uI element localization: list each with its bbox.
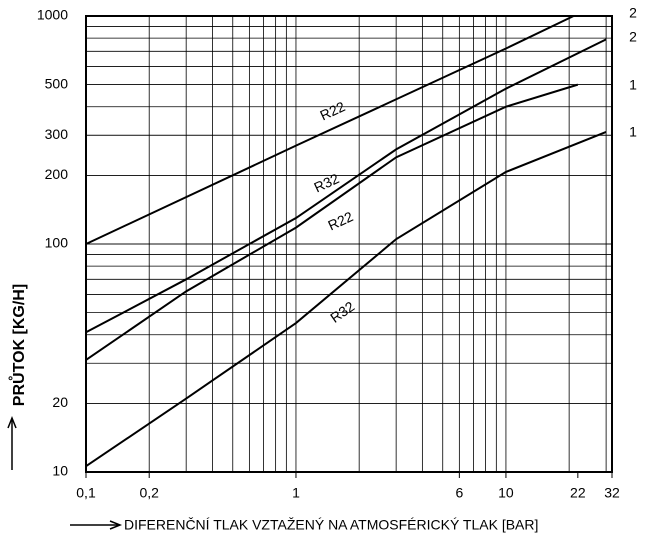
x-tick-label: 6 [455,485,463,501]
annotation: 1 [629,77,637,93]
y-tick-label: 300 [45,126,69,142]
y-tick-label: 100 [45,235,69,251]
y-tick-label: 500 [45,75,69,91]
x-tick-label: 32 [604,485,620,501]
y-axis-label: PRŮTOK [KG/H] [8,284,28,406]
x-tick-label: 0,2 [139,485,159,501]
y-arrow-head [7,415,17,429]
curve [85,38,607,334]
x-tick-label: 0,1 [76,485,96,501]
curve-label: R22 [325,208,355,233]
x-tick-label: 22 [570,485,586,501]
curve [85,131,607,468]
x-axis-label: DIFERENČNÍ TLAK VZTAŽENÝ NA ATMOSFÉRICKÝ… [124,517,538,533]
curve-label: R22 [317,98,347,123]
curve-label: R32 [311,170,341,195]
annotation: 1 [629,124,637,140]
x-arrow-head [109,520,123,530]
x-tick-label: 10 [498,485,514,501]
curve [85,15,575,245]
annotation: 2 [629,5,637,21]
y-tick-label: 20 [52,394,68,410]
x-tick-label: 1 [292,485,300,501]
curve-label: R32 [327,298,357,326]
curve [85,83,579,361]
y-tick-label: 10 [52,463,68,479]
y-tick-label: 200 [45,166,69,182]
y-tick-label: 1000 [37,7,68,23]
annotation: 2 [629,29,637,45]
